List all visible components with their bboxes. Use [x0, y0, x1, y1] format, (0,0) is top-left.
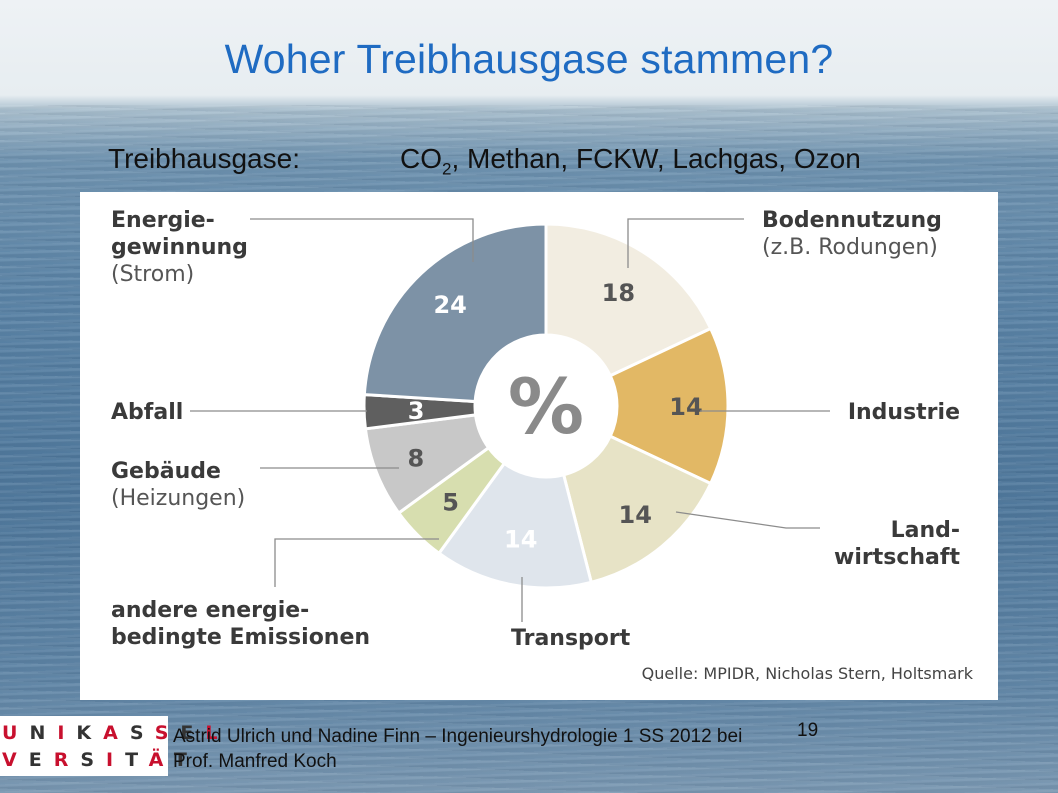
pie-slice — [436, 461, 594, 590]
logo-line-1: UNIKASSEL — [2, 722, 230, 744]
footer-line-1: Astrid Ulrich und Nadine Finn – Ingenieu… — [173, 726, 743, 747]
pie-chart: % 18 14 14 14 58 3 24 Bodennutzung(z.B. Rodungen… — [111, 208, 974, 683]
category-label: (z.B. Rodungen) — [762, 235, 938, 260]
category-label: Land- — [891, 518, 960, 543]
category-label: Gebäude — [111, 459, 221, 484]
category-label: gewinnung — [111, 235, 248, 260]
footer-credit: Astrid Ulrich und Nadine Finn – Ingenieu… — [173, 724, 742, 774]
gas-co2: CO2 — [400, 143, 452, 179]
slide-title: Woher Treibhausgase stammen? — [224, 36, 834, 82]
slice-value-label: 14 — [669, 393, 702, 421]
slice-value-label: 24 — [433, 291, 466, 319]
chart-panel: % 18 14 14 14 5 8 3 24 Bodennutzung (z.B. Rodungen… — [80, 192, 998, 700]
gas-list: , Methan, FCKW, Lachgas, Ozon — [451, 143, 861, 174]
category-label: Industrie — [848, 400, 960, 425]
leader-line — [250, 218, 474, 262]
leader-line — [274, 538, 439, 587]
category-label: (Heizungen) — [111, 486, 245, 511]
category-label: andere energie- — [111, 598, 309, 623]
category-label: bedingte Emissionen — [111, 625, 370, 650]
logo-line-2: VERSITÄT — [2, 749, 199, 771]
category-label: Abfall — [111, 400, 183, 425]
category-label: Transport — [511, 626, 631, 651]
page-number: 19 — [797, 720, 819, 741]
university-logo: UNIKASSEL VERSITÄT — [0, 716, 217, 776]
category-label: (Strom) — [111, 262, 194, 287]
slice-value-label: 5 — [442, 488, 459, 516]
category-label: Energie- — [111, 208, 215, 233]
pie-slice — [362, 222, 548, 404]
slice-value-label: 8 — [407, 445, 424, 473]
gases-label: Treibhausgase: — [108, 143, 300, 174]
leader-line — [675, 511, 820, 529]
footer-line-2: Prof. Manfred Koch — [173, 751, 337, 772]
source-note: Quelle: MPIDR, Nicholas Stern, Holtsmark — [642, 664, 974, 683]
greenhouse-gases-line: Treibhausgase: CO2, Methan, FCKW, Lachgas… — [108, 143, 861, 180]
category-label: wirtschaft — [834, 545, 960, 570]
pie-slice — [544, 222, 713, 378]
pie-slice — [608, 326, 730, 486]
slice-value-label: 14 — [619, 501, 652, 529]
leader-line — [627, 218, 744, 268]
pie-slice — [561, 434, 713, 585]
pie-center — [476, 336, 616, 476]
slice-value-label: 18 — [602, 279, 635, 307]
slice-value-label: 14 — [504, 526, 537, 554]
slice-value-label: 3 — [408, 397, 425, 425]
category-label: Bodennutzung — [762, 208, 942, 233]
center-label: % — [508, 362, 584, 451]
